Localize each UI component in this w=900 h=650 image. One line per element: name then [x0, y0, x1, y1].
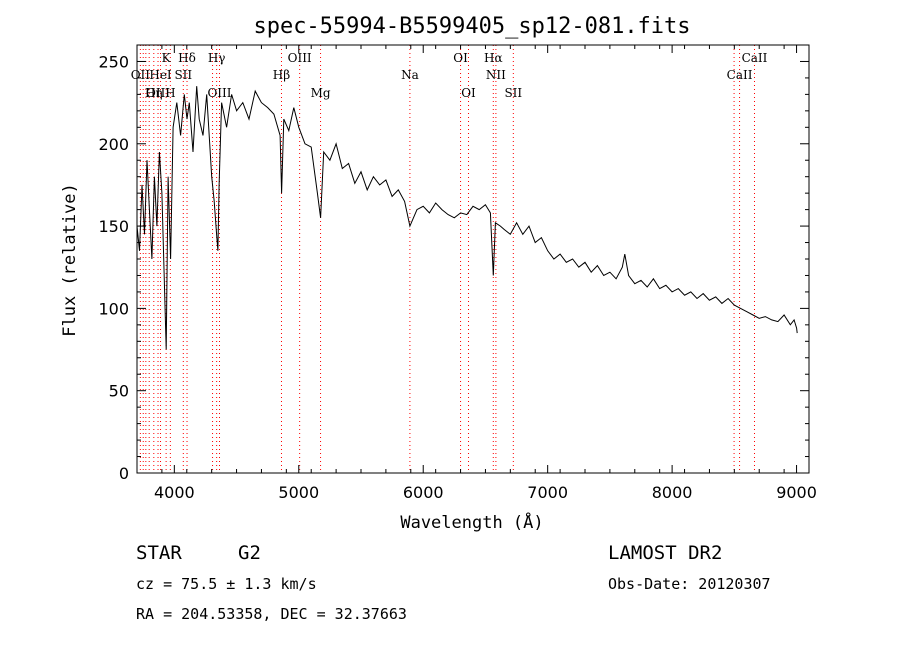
- line-label: Na: [401, 68, 419, 82]
- x-tick-label: 6000: [403, 483, 444, 502]
- survey-name: LAMOST DR2: [608, 542, 723, 564]
- spectrum-plot: 4000 5000 6000 7000 8000 9000050100150200250 …: [60, 14, 817, 533]
- emission-line-markers: [139, 45, 755, 473]
- line-label: OI: [461, 86, 476, 100]
- y-tick-label: 150: [98, 217, 129, 236]
- line-label: OIII: [146, 86, 170, 100]
- line-label: Hη: [145, 86, 163, 100]
- coordinates: RA = 204.53358, DEC = 32.37663: [136, 605, 407, 623]
- x-axis-label: Wavelength (Å): [400, 511, 543, 533]
- spectrum-line: [136, 86, 798, 350]
- line-label: H: [165, 86, 175, 100]
- observation-date: Obs-Date: 20120307: [608, 575, 771, 593]
- x-tick-label: 9000: [776, 483, 817, 502]
- line-label: Hδ: [178, 51, 196, 65]
- redshift-cz: cz = 75.5 ± 1.3 km/s: [136, 575, 317, 593]
- line-label: Hγ: [208, 51, 226, 65]
- y-axis-label: Flux (relative): [60, 183, 80, 337]
- x-tick-label: 7000: [527, 483, 568, 502]
- x-tick-label: 5000: [278, 483, 319, 502]
- line-label: Hβ: [273, 68, 290, 82]
- line-label: SII: [174, 68, 192, 82]
- line-label: Hα: [484, 51, 503, 65]
- line-label: OIII: [288, 51, 312, 65]
- y-tick-label: 100: [98, 299, 129, 318]
- y-tick-label: 0: [119, 464, 129, 483]
- object-class: STAR: [136, 542, 182, 564]
- line-label: OI: [453, 51, 468, 65]
- object-subclass: G2: [238, 542, 261, 564]
- line-label: CaII: [727, 68, 753, 82]
- chart-title: spec-55994-B5599405_sp12-081.fits: [253, 14, 690, 39]
- line-label: OIII: [207, 86, 231, 100]
- y-tick-label: 200: [98, 135, 129, 154]
- y-tick-label: 50: [109, 382, 129, 401]
- line-label: HeI: [149, 68, 172, 82]
- axis-ticks: 4000 5000 6000 7000 8000 9000 0 50 100 150 200 250: [98, 45, 817, 502]
- line-label: K: [162, 51, 172, 65]
- line-label: NII: [486, 68, 506, 82]
- line-label: Mg: [311, 86, 331, 100]
- x-tick-label: 4000: [154, 483, 195, 502]
- line-label: OII: [131, 68, 151, 82]
- line-label: SII: [504, 86, 522, 100]
- x-tick-label: 8000: [652, 483, 693, 502]
- line-label: CaII: [742, 51, 768, 65]
- y-tick-label: 250: [98, 52, 129, 71]
